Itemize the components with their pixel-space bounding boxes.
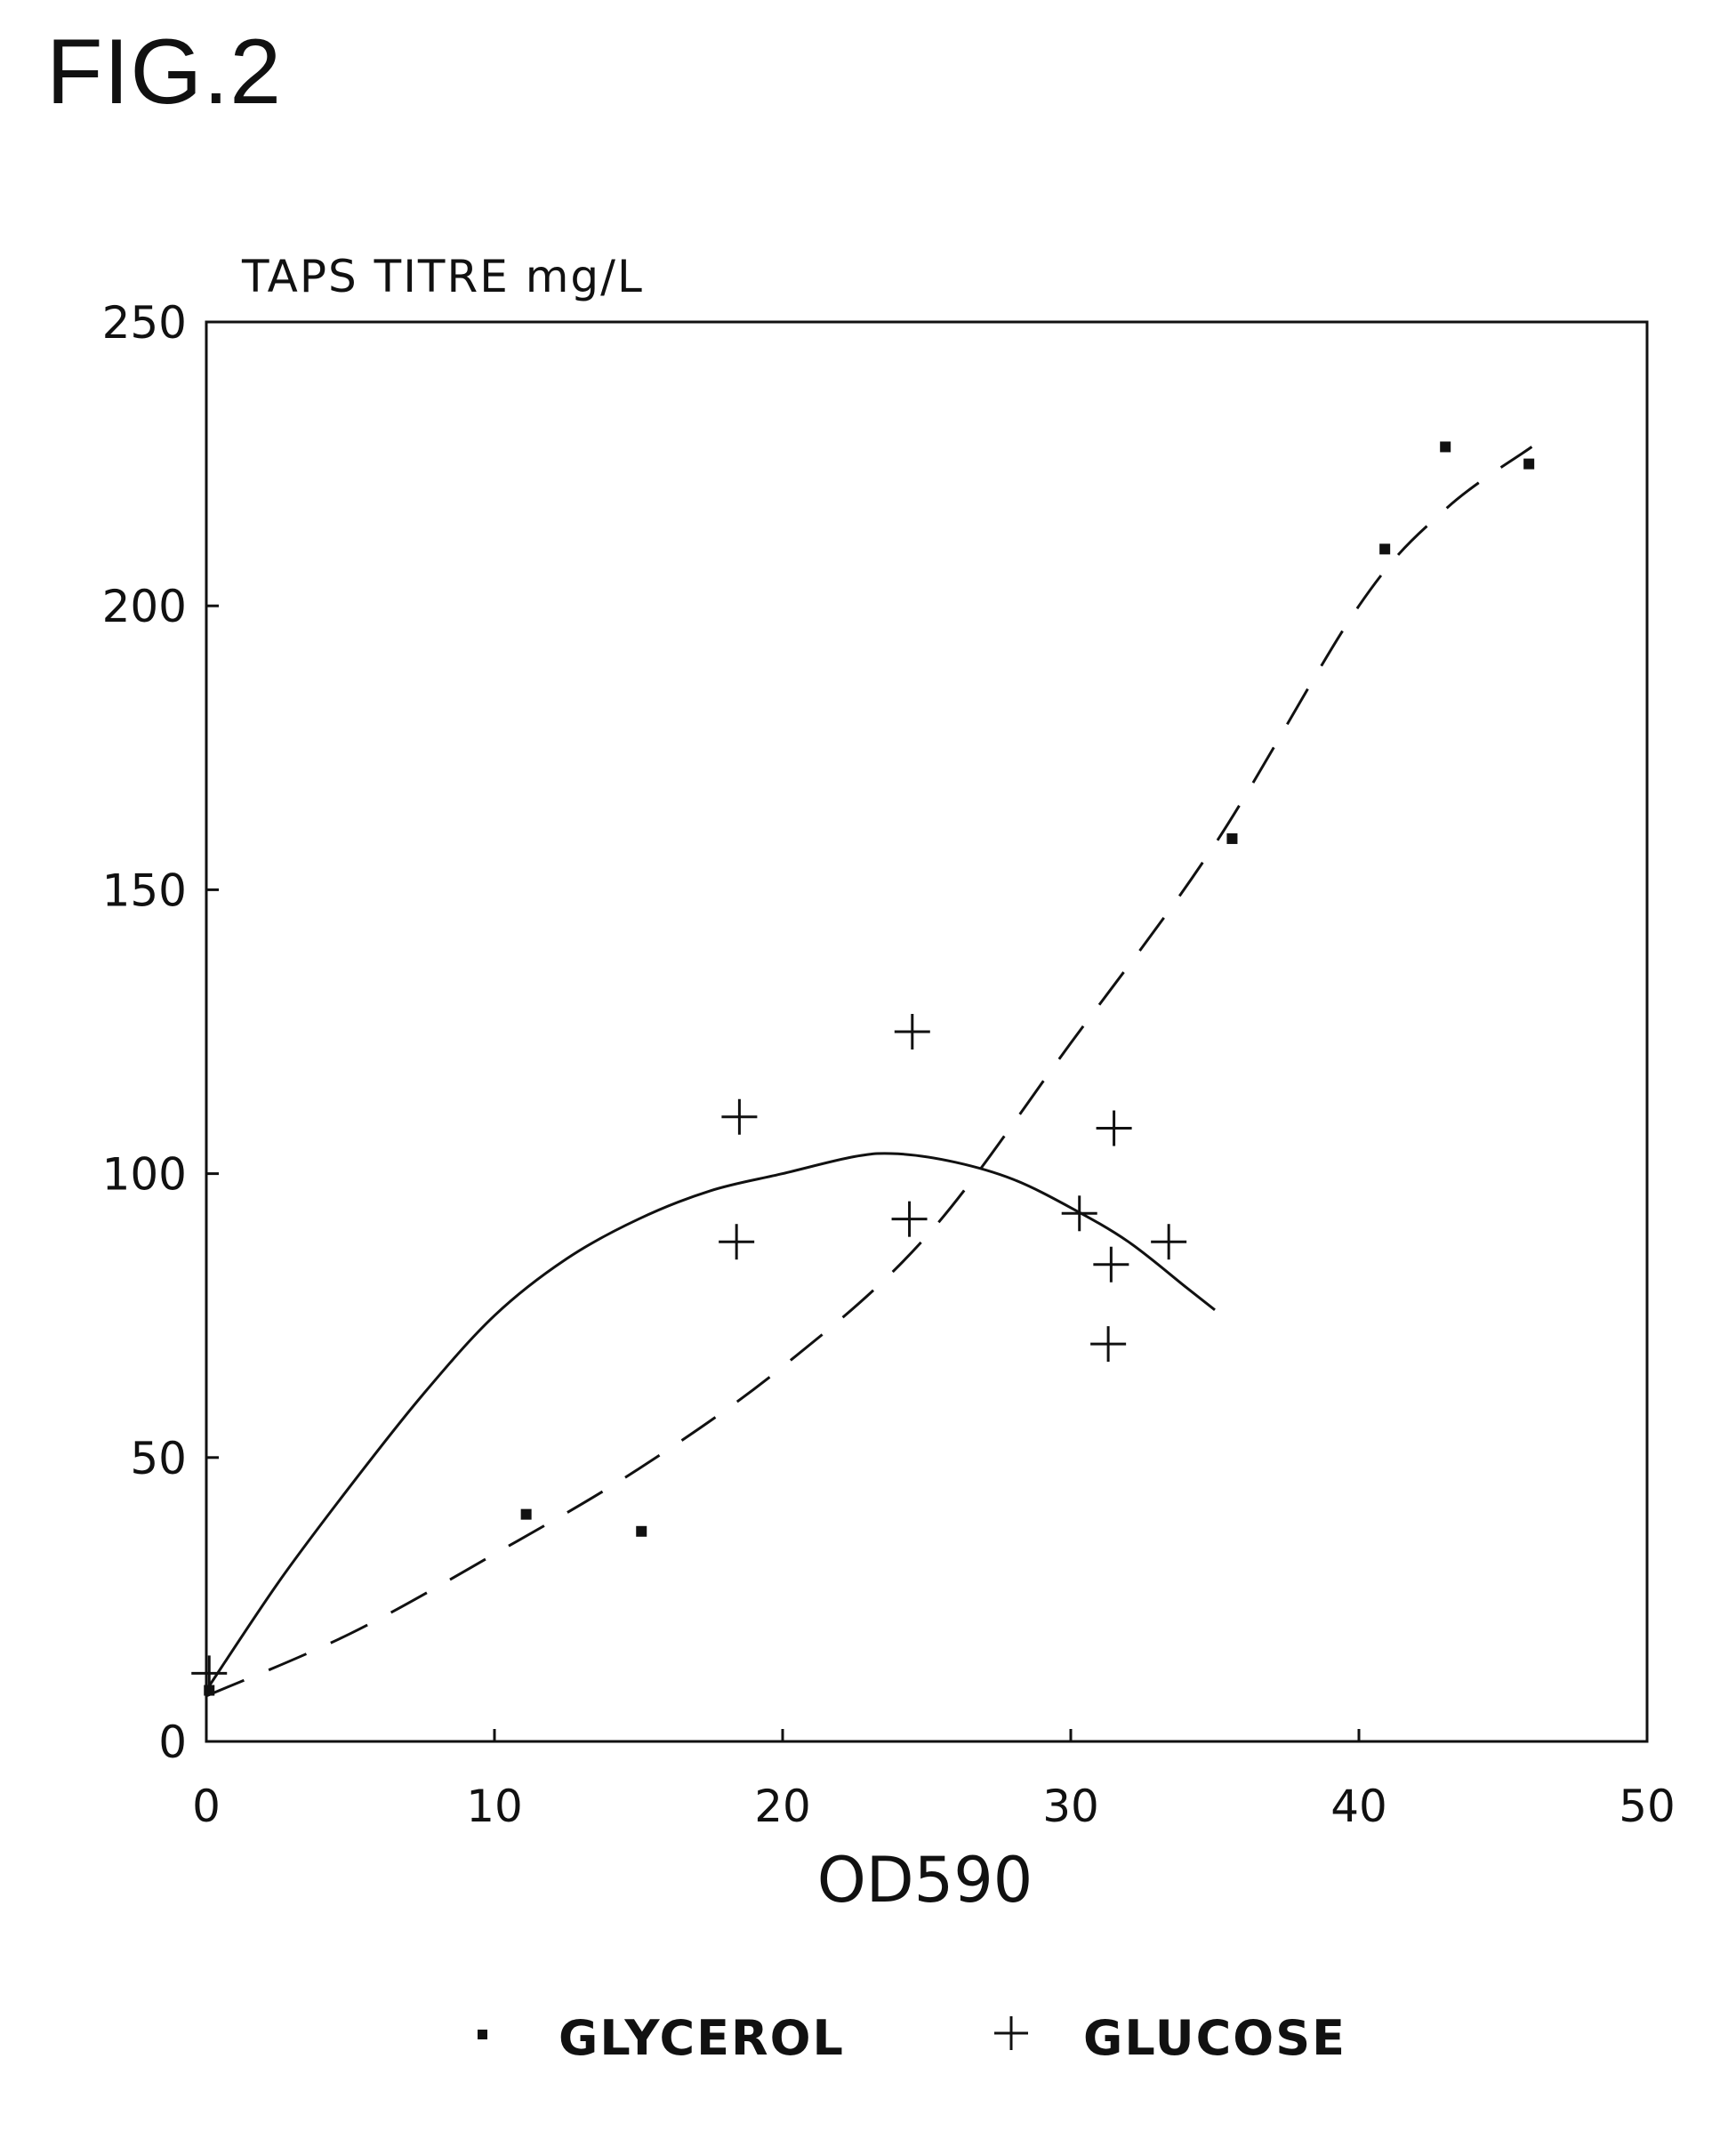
data-markers [191, 441, 1534, 1695]
glucose-point [1151, 1224, 1186, 1259]
y-axis-title: TAPS TITRE mg/L [241, 251, 644, 302]
glycerol-point [1523, 459, 1534, 470]
glycerol-point [1440, 441, 1451, 452]
x-tick-label: 0 [192, 1781, 221, 1832]
x-tick-label: 40 [1330, 1781, 1387, 1832]
x-tick-label: 30 [1042, 1781, 1099, 1832]
legend-glucose-marker [994, 2016, 1028, 2050]
glucose-point [191, 1655, 227, 1691]
glucose-point [1093, 1247, 1129, 1283]
legend-glucose-label: GLUCOSE [1083, 2010, 1346, 2066]
glucose-point [1062, 1195, 1097, 1231]
glucose-point [892, 1202, 928, 1237]
tick-labels: 0 10 20 30 40 50 0 50 100 150 200 250 [102, 297, 1676, 1832]
legend-glycerol-marker [478, 2030, 487, 2039]
glycerol-point [1226, 833, 1237, 844]
glucose-point [721, 1099, 757, 1135]
glucose-point [1090, 1326, 1126, 1362]
glycerol-point [636, 1526, 647, 1537]
y-tick-label: 100 [102, 1149, 187, 1201]
glucose-point [719, 1224, 754, 1259]
legend-glycerol-label: GLYCEROL [559, 2010, 845, 2066]
glycerol-point [1379, 543, 1390, 554]
y-tick-label: 0 [158, 1717, 187, 1768]
legend: GLYCEROL GLUCOSE [478, 2010, 1346, 2066]
glycerol-fit-line [206, 446, 1531, 1696]
glucose-point [1097, 1111, 1132, 1146]
x-tick-label: 10 [466, 1781, 523, 1832]
y-tick-label: 200 [102, 581, 187, 632]
glycerol-point [521, 1509, 532, 1520]
y-tick-label: 250 [102, 297, 187, 349]
x-tick-label: 50 [1619, 1781, 1676, 1832]
x-axis-title: OD590 [817, 1844, 1033, 1917]
y-tick-label: 50 [130, 1433, 187, 1484]
x-tick-label: 20 [754, 1781, 811, 1832]
y-tick-label: 150 [102, 864, 187, 916]
fit-lines [206, 446, 1531, 1696]
glucose-point [895, 1014, 930, 1049]
